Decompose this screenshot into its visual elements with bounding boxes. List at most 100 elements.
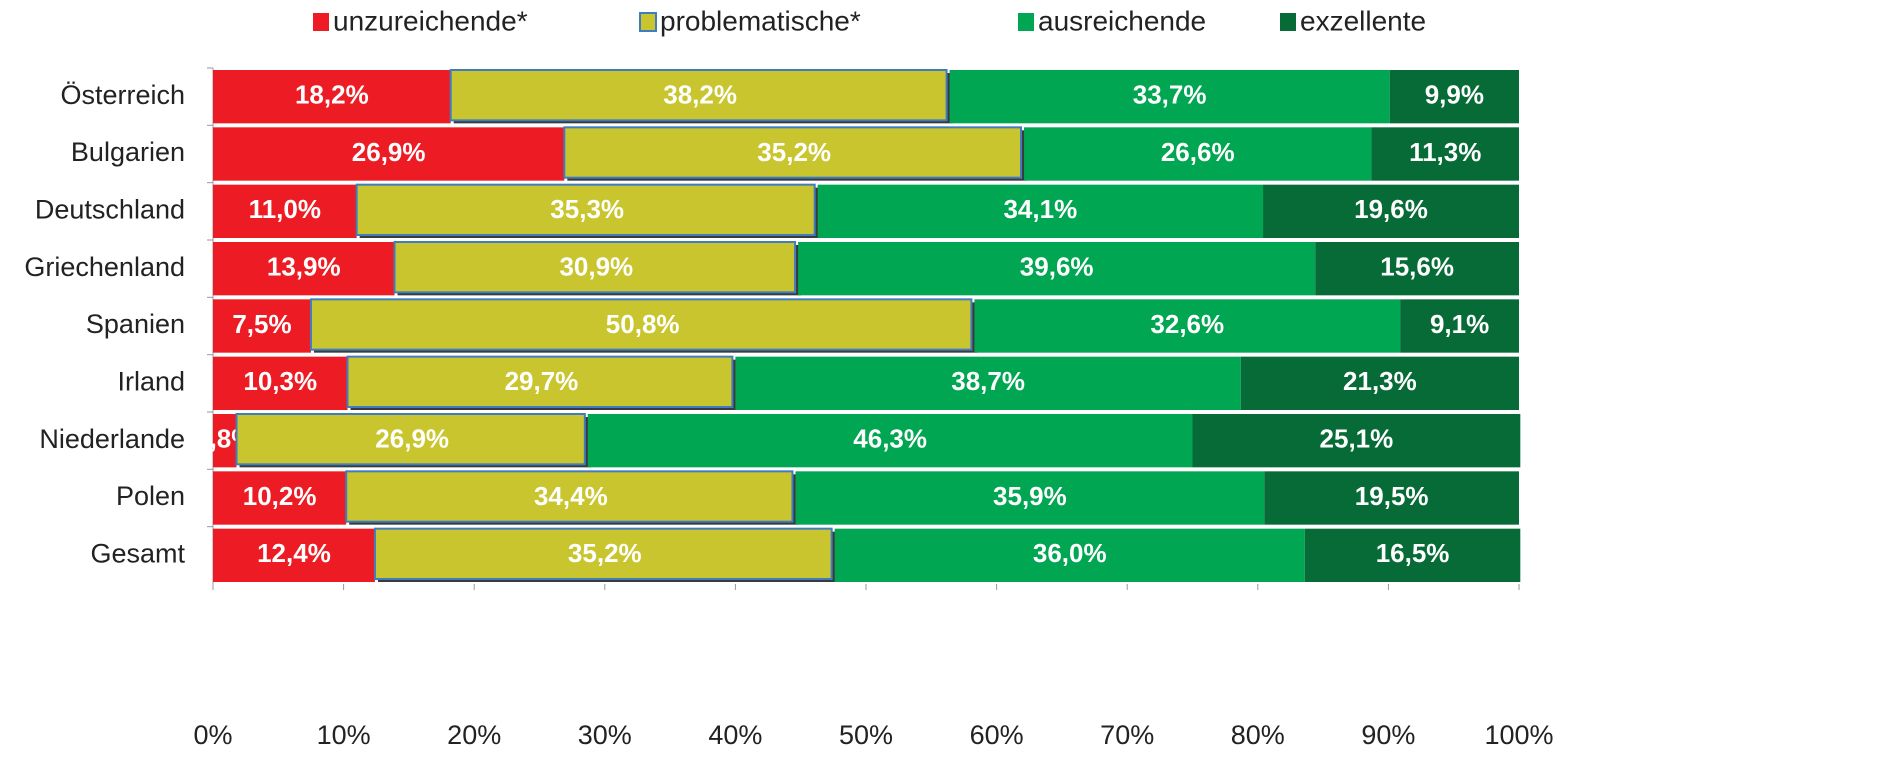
bar: [1400, 299, 1519, 353]
data-label: 9,1%: [1430, 309, 1489, 339]
bar: [798, 242, 1316, 296]
bar: [1315, 242, 1519, 296]
data-label: 38,7%: [951, 366, 1025, 396]
data-label: 38,2%: [663, 80, 737, 110]
bar: [735, 356, 1241, 410]
y-tick-label: Irland: [117, 366, 185, 396]
legend-label: unzureichende*: [333, 5, 528, 36]
data-label: 36,0%: [1033, 538, 1107, 568]
bar: [213, 299, 311, 353]
bar: [449, 69, 948, 122]
bar: [373, 527, 833, 581]
data-label: 26,9%: [352, 137, 426, 167]
bar: [309, 298, 973, 351]
data-label: 12,4%: [257, 538, 331, 568]
data-label: 34,1%: [1003, 194, 1077, 224]
bar: [1240, 356, 1519, 410]
bar: [974, 299, 1401, 353]
bar: [213, 528, 375, 582]
x-tick-label: 0%: [193, 720, 232, 750]
x-tick-label: 90%: [1361, 720, 1415, 750]
bar: [345, 470, 794, 523]
y-tick-label: Gesamt: [90, 538, 185, 568]
bar: [1371, 127, 1519, 181]
data-label: 34,4%: [534, 481, 608, 511]
bar: [213, 414, 237, 468]
bar: [817, 184, 1264, 238]
data-label: 21,3%: [1343, 366, 1417, 396]
x-tick-label: 40%: [708, 720, 762, 750]
x-tick-label: 70%: [1100, 720, 1154, 750]
bar: [213, 242, 395, 296]
bar: [213, 471, 347, 525]
bar: [1264, 471, 1519, 525]
data-label: 16,5%: [1376, 538, 1450, 568]
data-label: 15,6%: [1380, 252, 1454, 282]
bar: [1024, 127, 1372, 181]
data-label: 19,6%: [1354, 194, 1428, 224]
bar: [1389, 70, 1519, 124]
bar: [1263, 184, 1519, 238]
bar: [1192, 414, 1521, 468]
bar: [1304, 528, 1521, 582]
data-label: 29,7%: [505, 366, 579, 396]
legend-swatch: [1018, 13, 1034, 31]
data-label: 30,9%: [559, 252, 633, 282]
legend-label: ausreichende: [1038, 5, 1206, 36]
y-tick-label: Polen: [116, 481, 185, 511]
x-tick-label: 20%: [447, 720, 501, 750]
legend-label: problematische*: [660, 5, 861, 36]
bar: [213, 127, 565, 181]
data-label: 35,9%: [993, 481, 1067, 511]
data-label: 33,7%: [1133, 80, 1207, 110]
y-tick-label: Deutschland: [35, 194, 185, 224]
data-label: 39,6%: [1020, 252, 1094, 282]
bar: [213, 184, 357, 238]
data-label: 32,6%: [1150, 309, 1224, 339]
data-label: 13,9%: [267, 252, 341, 282]
y-tick-label: Niederlande: [39, 424, 185, 454]
y-tick-label: Österreich: [60, 80, 185, 110]
data-label: 46,3%: [853, 424, 927, 454]
data-label: 25,1%: [1320, 424, 1394, 454]
legend-swatch: [313, 13, 329, 31]
data-label: 26,9%: [375, 424, 449, 454]
x-tick-label: 10%: [317, 720, 371, 750]
legend-label: exzellente: [1300, 5, 1426, 36]
data-label: 35,2%: [757, 137, 831, 167]
y-tick-label: Spanien: [86, 309, 185, 339]
bar: [235, 413, 586, 466]
bar: [213, 356, 348, 410]
data-label: 10,3%: [243, 366, 317, 396]
data-label: 9,9%: [1425, 80, 1484, 110]
bar: [393, 241, 797, 294]
data-label: 18,2%: [295, 80, 369, 110]
legend-swatch: [639, 12, 657, 32]
data-label: 11,3%: [1409, 137, 1481, 167]
x-tick-label: 80%: [1231, 720, 1285, 750]
data-label: 7,5%: [232, 309, 291, 339]
data-label: 10,2%: [243, 481, 317, 511]
legend-swatch: [1280, 13, 1296, 31]
x-tick-label: 60%: [970, 720, 1024, 750]
data-label: 26,6%: [1161, 137, 1235, 167]
data-label: 35,3%: [550, 194, 624, 224]
x-tick-label: 30%: [578, 720, 632, 750]
bar: [213, 70, 451, 124]
data-label: 11,0%: [249, 194, 321, 224]
bar: [563, 126, 1023, 179]
y-tick-label: Griechenland: [24, 252, 185, 282]
bar: [346, 355, 734, 408]
bar: [949, 70, 1390, 124]
data-label: 50,8%: [606, 309, 680, 339]
bar: [834, 528, 1305, 582]
x-tick-label: 100%: [1484, 720, 1553, 750]
y-tick-label: Bulgarien: [71, 137, 185, 167]
data-label: 35,2%: [568, 538, 642, 568]
data-label: 19,5%: [1355, 481, 1429, 511]
bar: [795, 471, 1265, 525]
bar: [587, 414, 1193, 468]
x-tick-label: 50%: [839, 720, 893, 750]
bar: [355, 183, 816, 237]
